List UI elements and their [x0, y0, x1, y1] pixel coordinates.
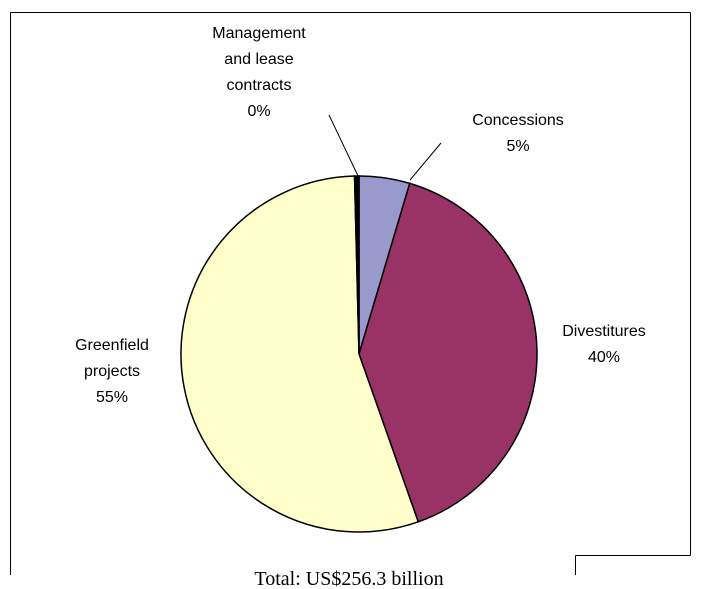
pie-slice — [358, 182, 538, 523]
slice-labels: Concessions 5% Divestitures 40% Greenfield pr… — [75, 25, 646, 406]
slice-name-label: Divestitures — [562, 323, 646, 340]
slice-name-label: Management — [212, 25, 306, 42]
slice-percent-label: 40% — [588, 349, 620, 366]
leader-line — [328, 114, 360, 179]
slice-percent-label: 0% — [247, 103, 270, 120]
slice-name-label: Concessions — [472, 112, 564, 129]
pie-slice — [353, 175, 360, 355]
total-label: Total: US$256.3 billion — [254, 568, 443, 589]
slice-name-label: and lease — [224, 51, 293, 68]
slice-label: Concessions 5% — [472, 112, 564, 155]
slice-percent-label: 5% — [506, 138, 529, 155]
slice-percent-label: 55% — [96, 389, 128, 406]
pie-slices — [180, 175, 538, 533]
chart-frame — [10, 12, 691, 575]
slice-name-label: Greenfield — [75, 337, 149, 354]
slice-label: Divestitures 40% — [562, 323, 646, 366]
leader-line — [409, 142, 442, 181]
slice-name-label: contracts — [227, 77, 292, 94]
pie-slice — [180, 175, 420, 533]
slice-label: Management and lease contracts 0% — [212, 25, 306, 120]
slice-name-label: projects — [84, 363, 140, 380]
slice-label: Greenfield projects 55% — [75, 337, 149, 406]
